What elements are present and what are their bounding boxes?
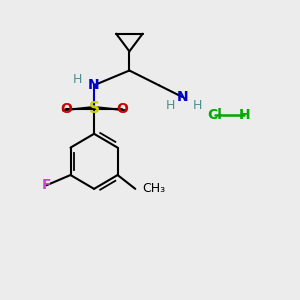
Text: O: O — [116, 102, 128, 116]
Text: F: F — [42, 178, 51, 192]
Text: H: H — [166, 99, 175, 112]
Text: N: N — [177, 90, 188, 104]
Text: H: H — [192, 99, 202, 112]
Text: Cl: Cl — [207, 108, 222, 122]
Text: H: H — [73, 74, 83, 86]
Text: N: N — [88, 78, 100, 92]
Text: S: S — [88, 101, 100, 116]
Text: CH₃: CH₃ — [142, 182, 166, 195]
Text: H: H — [238, 108, 250, 122]
Text: O: O — [60, 102, 72, 116]
